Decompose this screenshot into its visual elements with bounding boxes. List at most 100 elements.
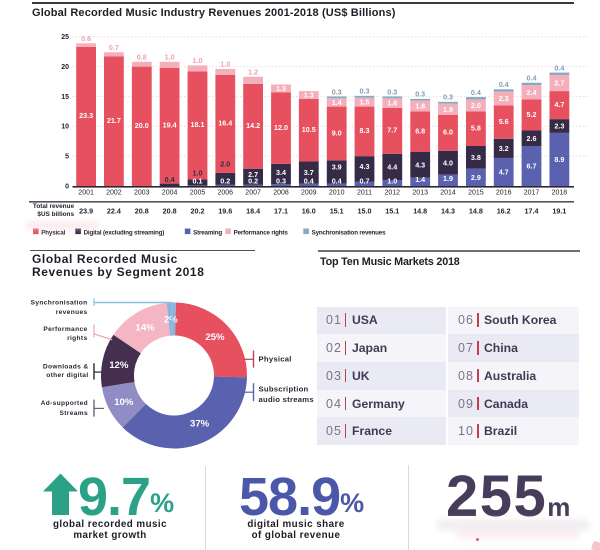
svg-text:Physical: Physical [259, 355, 292, 364]
svg-text:25%: 25% [205, 332, 225, 343]
svg-text:0.4: 0.4 [165, 175, 175, 184]
svg-text:2.9: 2.9 [471, 173, 481, 182]
svg-text:2006: 2006 [218, 190, 234, 197]
svg-text:0.7: 0.7 [109, 43, 119, 52]
svg-text:2.0: 2.0 [471, 101, 481, 110]
svg-text:2016: 2016 [496, 190, 512, 197]
svg-text:Subscription: Subscription [259, 384, 309, 393]
svg-text:23.9: 23.9 [79, 207, 93, 216]
svg-text:1.5: 1.5 [360, 98, 370, 107]
svg-text:14.8: 14.8 [413, 207, 427, 216]
svg-text:2005: 2005 [190, 190, 206, 197]
svg-text:2004: 2004 [162, 190, 178, 197]
svg-text:6.0: 6.0 [443, 128, 453, 137]
svg-text:2008: 2008 [273, 190, 289, 197]
svg-text:8.3: 8.3 [360, 126, 370, 135]
svg-text:0.4: 0.4 [332, 176, 342, 185]
svg-text:16.4: 16.4 [218, 119, 232, 128]
svg-text:1.0: 1.0 [193, 56, 203, 65]
svg-text:8.9: 8.9 [554, 155, 564, 164]
svg-text:5: 5 [65, 154, 69, 161]
svg-text:Performance: Performance [43, 326, 87, 333]
svg-text:1.0: 1.0 [387, 176, 397, 185]
svg-text:1.9: 1.9 [443, 174, 453, 183]
svg-text:0.4: 0.4 [554, 63, 564, 72]
svg-text:Synchronisation: Synchronisation [31, 300, 88, 307]
svg-text:0.3: 0.3 [443, 93, 453, 102]
svg-text:2011: 2011 [357, 190, 372, 197]
svg-text:1.3: 1.3 [304, 91, 314, 100]
svg-text:3.8: 3.8 [471, 153, 481, 162]
svg-text:Physical: Physical [41, 229, 65, 236]
svg-text:2.0: 2.0 [220, 160, 230, 169]
svg-text:19.6: 19.6 [218, 207, 232, 216]
svg-text:3.4: 3.4 [276, 168, 286, 177]
svg-text:0.3: 0.3 [387, 87, 397, 96]
svg-text:1.8: 1.8 [415, 102, 425, 111]
svg-text:Streams: Streams [60, 410, 88, 417]
svg-text:other digital: other digital [46, 372, 88, 379]
svg-text:2018: 2018 [552, 190, 568, 197]
svg-text:Ad-supported: Ad-supported [41, 400, 88, 407]
svg-text:10%: 10% [114, 397, 134, 408]
svg-text:1.4: 1.4 [332, 98, 342, 107]
svg-text:2015: 2015 [468, 190, 484, 197]
svg-text:0.4: 0.4 [499, 80, 509, 89]
svg-text:4.7: 4.7 [499, 168, 509, 177]
svg-text:1.0: 1.0 [193, 169, 203, 178]
svg-text:1.3: 1.3 [276, 84, 286, 93]
svg-text:1.2: 1.2 [248, 67, 258, 76]
svg-text:5.8: 5.8 [471, 124, 481, 133]
svg-text:0: 0 [65, 183, 69, 190]
svg-text:Total revenue: Total revenue [33, 203, 75, 210]
svg-text:3.7: 3.7 [304, 168, 314, 177]
svg-text:rights: rights [67, 335, 87, 342]
svg-text:4.3: 4.3 [415, 160, 425, 169]
svg-text:2.3: 2.3 [554, 122, 564, 131]
svg-text:Streaming: Streaming [193, 229, 222, 236]
svg-text:Synchronisation revenues: Synchronisation revenues [312, 229, 386, 236]
svg-text:1.4: 1.4 [415, 175, 425, 184]
svg-text:4.4: 4.4 [387, 163, 397, 172]
svg-text:20.0: 20.0 [135, 121, 149, 130]
svg-text:0.3: 0.3 [360, 87, 370, 96]
svg-text:2017: 2017 [524, 190, 540, 197]
svg-text:17.4: 17.4 [525, 207, 539, 216]
svg-text:16.0: 16.0 [302, 207, 316, 216]
svg-text:2.7: 2.7 [248, 170, 258, 179]
svg-text:14%: 14% [135, 322, 155, 333]
svg-text:1.0: 1.0 [165, 52, 175, 61]
svg-text:12%: 12% [109, 360, 129, 371]
svg-text:3.9: 3.9 [332, 163, 342, 172]
svg-text:2003: 2003 [134, 190, 150, 197]
svg-text:17.1: 17.1 [274, 207, 288, 216]
svg-text:0.3: 0.3 [276, 176, 286, 185]
svg-text:10.5: 10.5 [302, 125, 316, 134]
svg-text:2001: 2001 [78, 190, 94, 197]
svg-text:0.3: 0.3 [332, 87, 342, 96]
svg-text:21.7: 21.7 [107, 116, 121, 125]
svg-text:3.2: 3.2 [499, 144, 509, 153]
svg-text:2014: 2014 [440, 190, 456, 197]
svg-text:Performance rights: Performance rights [234, 229, 289, 236]
svg-text:audio streams: audio streams [259, 395, 314, 404]
svg-text:0.4: 0.4 [304, 176, 314, 185]
svg-text:5.2: 5.2 [527, 110, 537, 119]
svg-text:14.2: 14.2 [246, 121, 260, 130]
svg-text:2002: 2002 [106, 190, 122, 197]
svg-text:18.1: 18.1 [191, 120, 205, 129]
svg-text:19.1: 19.1 [552, 207, 566, 216]
svg-text:15: 15 [61, 94, 69, 101]
svg-text:2013: 2013 [412, 190, 428, 197]
svg-text:2009: 2009 [301, 190, 317, 197]
svg-text:4.3: 4.3 [360, 162, 370, 171]
svg-text:6.8: 6.8 [415, 127, 425, 136]
svg-text:2%: 2% [164, 314, 178, 325]
svg-text:22.4: 22.4 [107, 207, 121, 216]
svg-text:0.2: 0.2 [220, 176, 230, 185]
svg-text:0.6: 0.6 [81, 34, 91, 43]
svg-text:2012: 2012 [385, 190, 401, 197]
svg-text:2.6: 2.6 [527, 134, 537, 143]
svg-text:0.2: 0.2 [248, 176, 258, 185]
svg-text:18.4: 18.4 [246, 207, 260, 216]
